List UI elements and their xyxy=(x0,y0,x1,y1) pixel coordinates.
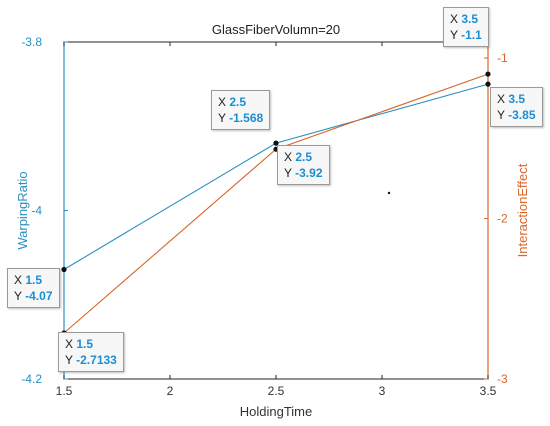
y-left-tick-label: -4 xyxy=(31,204,42,218)
datatip[interactable]: X 1.5 Y -4.07 xyxy=(7,268,60,308)
datatip-x-label: X xyxy=(218,95,227,109)
series-line-left xyxy=(63,83,489,270)
datatip-x-value: 2.5 xyxy=(295,150,313,164)
x-tick-label: 1.5 xyxy=(56,384,73,398)
datatip-y-label: Y xyxy=(218,111,226,125)
datatip-x-label: X xyxy=(65,337,74,351)
datatip-y-row: Y -1.1 xyxy=(450,27,482,43)
y-right-tick-label: -2 xyxy=(497,212,508,226)
data-point xyxy=(485,81,491,87)
datatip-x-label: X xyxy=(497,92,506,106)
datatip-x-label: X xyxy=(14,273,23,287)
datatip-y-row: Y -2.7133 xyxy=(65,352,117,368)
data-point xyxy=(61,266,67,273)
datatip-y-row: Y -1.568 xyxy=(218,110,263,126)
series-line-right xyxy=(63,73,489,334)
x-tick-label: 3.5 xyxy=(480,384,497,398)
datatip-y-label: Y xyxy=(497,108,505,122)
y-left-tick-label: -3.8 xyxy=(21,35,42,49)
datatip-x-value: 2.5 xyxy=(229,95,247,109)
y-axis-left-label: WarpingRatio xyxy=(15,171,30,249)
datatip-y-row: Y -4.07 xyxy=(14,288,53,304)
datatip[interactable]: X 2.5 Y -1.568 xyxy=(211,90,271,130)
datatip-x-row: X 1.5 xyxy=(65,336,117,352)
datatip-y-row: Y -3.85 xyxy=(497,107,536,123)
plot-area xyxy=(63,41,489,380)
chart-title: GlassFiberVolumn=20 xyxy=(212,22,340,37)
datatip-y-label: Y xyxy=(65,353,73,367)
datatip-x-label: X xyxy=(284,150,293,164)
x-axis-label: HoldingTime xyxy=(240,404,313,419)
datatip-x-value: 1.5 xyxy=(25,273,43,287)
datatip-y-value: -1.568 xyxy=(229,111,264,125)
datatip[interactable]: X 3.5 Y -3.85 xyxy=(490,87,543,127)
y-left-tick-label: -4.2 xyxy=(21,372,42,386)
stray-point-marker xyxy=(387,191,391,195)
datatip-x-row: X 2.5 xyxy=(284,149,323,165)
x-tick-label: 2 xyxy=(167,384,174,398)
datatip-y-label: Y xyxy=(14,289,22,303)
datatip-x-row: X 2.5 xyxy=(218,94,263,110)
datatip-y-value: -1.1 xyxy=(461,28,482,42)
datatip-y-label: Y xyxy=(450,28,458,42)
datatip-x-value: 3.5 xyxy=(508,92,526,106)
x-tick-label: 2.5 xyxy=(268,384,285,398)
datatip-x-row: X 1.5 xyxy=(14,272,53,288)
data-point xyxy=(485,71,491,77)
datatip[interactable]: X 1.5 Y -2.7133 xyxy=(58,332,124,372)
data-point xyxy=(273,140,279,146)
datatip-y-value: -2.7133 xyxy=(76,353,117,367)
datatip-x-row: X 3.5 xyxy=(450,11,482,27)
datatip-x-label: X xyxy=(450,12,459,26)
x-tick-label: 3 xyxy=(379,384,386,398)
datatip-y-row: Y -3.92 xyxy=(284,165,323,181)
y-axis-right-label: InteractionEffect xyxy=(515,163,530,257)
y-right-tick-label: -1 xyxy=(497,51,508,65)
datatip-y-label: Y xyxy=(284,166,292,180)
datatip-x-value: 3.5 xyxy=(461,12,479,26)
datatip-y-value: -3.85 xyxy=(508,108,536,122)
datatip-y-value: -4.07 xyxy=(25,289,53,303)
datatip-x-value: 1.5 xyxy=(76,337,94,351)
y-right-tick-label: -3 xyxy=(497,372,508,386)
datatip-x-row: X 3.5 xyxy=(497,91,536,107)
datatip-y-value: -3.92 xyxy=(295,166,323,180)
datatip[interactable]: X 2.5 Y -3.92 xyxy=(277,145,330,185)
datatip[interactable]: X 3.5 Y -1.1 xyxy=(443,7,489,47)
